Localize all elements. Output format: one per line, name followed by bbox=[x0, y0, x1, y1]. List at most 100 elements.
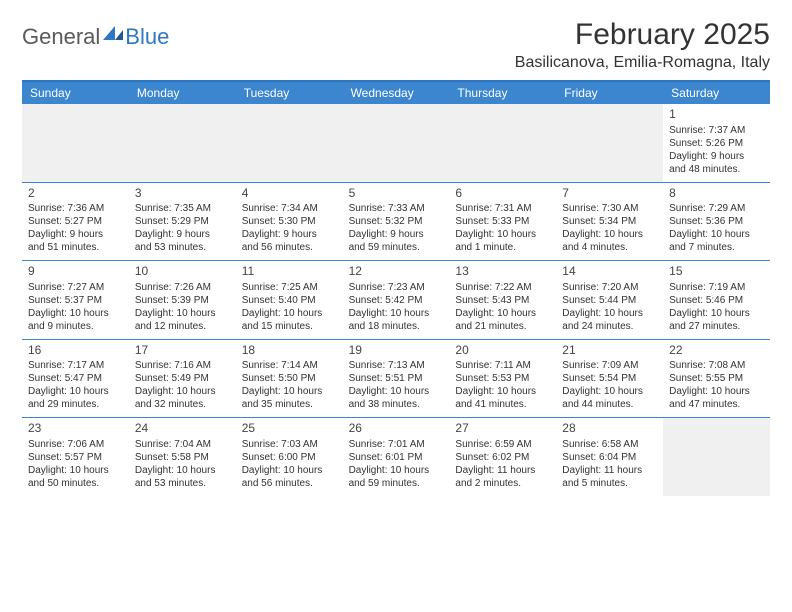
daylight-line: and 53 minutes. bbox=[135, 477, 230, 490]
day-header: Sunday bbox=[22, 82, 129, 104]
sunrise-line: Sunrise: 7:09 AM bbox=[562, 359, 657, 372]
sunrise-line: Sunrise: 7:17 AM bbox=[28, 359, 123, 372]
day-number: 6 bbox=[455, 186, 550, 202]
sunset-line: Sunset: 5:26 PM bbox=[669, 137, 764, 150]
calendar-cell: 22Sunrise: 7:08 AMSunset: 5:55 PMDayligh… bbox=[663, 340, 770, 418]
week-row: 2Sunrise: 7:36 AMSunset: 5:27 PMDaylight… bbox=[22, 183, 770, 262]
logo-text-general: General bbox=[22, 24, 100, 50]
daylight-line: Daylight: 11 hours bbox=[455, 464, 550, 477]
location: Basilicanova, Emilia-Romagna, Italy bbox=[515, 54, 770, 72]
day-number: 17 bbox=[135, 343, 230, 359]
daylight-line: and 35 minutes. bbox=[242, 398, 337, 411]
daylight-line: and 2 minutes. bbox=[455, 477, 550, 490]
day-number: 28 bbox=[562, 421, 657, 437]
sunset-line: Sunset: 6:01 PM bbox=[349, 451, 444, 464]
calendar: Sunday Monday Tuesday Wednesday Thursday… bbox=[22, 80, 770, 496]
daylight-line: Daylight: 10 hours bbox=[562, 385, 657, 398]
daylight-line: Daylight: 9 hours bbox=[242, 228, 337, 241]
sunrise-line: Sunrise: 7:14 AM bbox=[242, 359, 337, 372]
sunrise-line: Sunrise: 7:27 AM bbox=[28, 281, 123, 294]
day-number: 11 bbox=[242, 264, 337, 280]
sunrise-line: Sunrise: 6:59 AM bbox=[455, 438, 550, 451]
daylight-line: and 53 minutes. bbox=[135, 241, 230, 254]
sunset-line: Sunset: 5:34 PM bbox=[562, 215, 657, 228]
sunrise-line: Sunrise: 7:16 AM bbox=[135, 359, 230, 372]
daylight-line: and 21 minutes. bbox=[455, 320, 550, 333]
day-number: 2 bbox=[28, 186, 123, 202]
daylight-line: Daylight: 10 hours bbox=[242, 464, 337, 477]
day-header: Wednesday bbox=[343, 82, 450, 104]
daylight-line: Daylight: 10 hours bbox=[455, 385, 550, 398]
day-number: 7 bbox=[562, 186, 657, 202]
day-header: Tuesday bbox=[236, 82, 343, 104]
daylight-line: and 44 minutes. bbox=[562, 398, 657, 411]
sunrise-line: Sunrise: 7:29 AM bbox=[669, 202, 764, 215]
sunset-line: Sunset: 5:43 PM bbox=[455, 294, 550, 307]
daylight-line: and 5 minutes. bbox=[562, 477, 657, 490]
sunset-line: Sunset: 5:39 PM bbox=[135, 294, 230, 307]
week-row: 9Sunrise: 7:27 AMSunset: 5:37 PMDaylight… bbox=[22, 261, 770, 340]
daylight-line: and 38 minutes. bbox=[349, 398, 444, 411]
sunrise-line: Sunrise: 7:35 AM bbox=[135, 202, 230, 215]
calendar-cell: 28Sunrise: 6:58 AMSunset: 6:04 PMDayligh… bbox=[556, 418, 663, 496]
daylight-line: and 4 minutes. bbox=[562, 241, 657, 254]
sunset-line: Sunset: 5:27 PM bbox=[28, 215, 123, 228]
sunrise-line: Sunrise: 7:31 AM bbox=[455, 202, 550, 215]
sunrise-line: Sunrise: 7:23 AM bbox=[349, 281, 444, 294]
daylight-line: and 41 minutes. bbox=[455, 398, 550, 411]
week-row: 23Sunrise: 7:06 AMSunset: 5:57 PMDayligh… bbox=[22, 418, 770, 496]
daylight-line: and 1 minute. bbox=[455, 241, 550, 254]
calendar-cell: 8Sunrise: 7:29 AMSunset: 5:36 PMDaylight… bbox=[663, 183, 770, 261]
daylight-line: Daylight: 10 hours bbox=[242, 307, 337, 320]
calendar-cell-blank bbox=[556, 104, 663, 182]
daylight-line: and 27 minutes. bbox=[669, 320, 764, 333]
day-number: 14 bbox=[562, 264, 657, 280]
sunrise-line: Sunrise: 7:04 AM bbox=[135, 438, 230, 451]
sunrise-line: Sunrise: 7:01 AM bbox=[349, 438, 444, 451]
day-number: 23 bbox=[28, 421, 123, 437]
calendar-cell-blank bbox=[236, 104, 343, 182]
day-number: 3 bbox=[135, 186, 230, 202]
daylight-line: Daylight: 10 hours bbox=[669, 228, 764, 241]
day-number: 12 bbox=[349, 264, 444, 280]
sunset-line: Sunset: 5:46 PM bbox=[669, 294, 764, 307]
day-number: 20 bbox=[455, 343, 550, 359]
daylight-line: and 56 minutes. bbox=[242, 477, 337, 490]
daylight-line: Daylight: 10 hours bbox=[562, 228, 657, 241]
sunset-line: Sunset: 5:54 PM bbox=[562, 372, 657, 385]
calendar-cell: 12Sunrise: 7:23 AMSunset: 5:42 PMDayligh… bbox=[343, 261, 450, 339]
daylight-line: and 15 minutes. bbox=[242, 320, 337, 333]
sunrise-line: Sunrise: 7:20 AM bbox=[562, 281, 657, 294]
daylight-line: Daylight: 10 hours bbox=[562, 307, 657, 320]
daylight-line: and 24 minutes. bbox=[562, 320, 657, 333]
calendar-cell: 16Sunrise: 7:17 AMSunset: 5:47 PMDayligh… bbox=[22, 340, 129, 418]
day-header: Thursday bbox=[449, 82, 556, 104]
daylight-line: and 18 minutes. bbox=[349, 320, 444, 333]
day-header: Friday bbox=[556, 82, 663, 104]
calendar-cell: 5Sunrise: 7:33 AMSunset: 5:32 PMDaylight… bbox=[343, 183, 450, 261]
daylight-line: Daylight: 10 hours bbox=[669, 385, 764, 398]
calendar-cell: 19Sunrise: 7:13 AMSunset: 5:51 PMDayligh… bbox=[343, 340, 450, 418]
sunset-line: Sunset: 5:33 PM bbox=[455, 215, 550, 228]
day-number: 10 bbox=[135, 264, 230, 280]
calendar-cell: 26Sunrise: 7:01 AMSunset: 6:01 PMDayligh… bbox=[343, 418, 450, 496]
sunset-line: Sunset: 5:36 PM bbox=[669, 215, 764, 228]
sunset-line: Sunset: 5:44 PM bbox=[562, 294, 657, 307]
daylight-line: Daylight: 10 hours bbox=[135, 385, 230, 398]
sunrise-line: Sunrise: 7:37 AM bbox=[669, 124, 764, 137]
calendar-cell: 15Sunrise: 7:19 AMSunset: 5:46 PMDayligh… bbox=[663, 261, 770, 339]
sunset-line: Sunset: 6:02 PM bbox=[455, 451, 550, 464]
day-number: 9 bbox=[28, 264, 123, 280]
sunrise-line: Sunrise: 7:08 AM bbox=[669, 359, 764, 372]
day-number: 13 bbox=[455, 264, 550, 280]
sunset-line: Sunset: 5:32 PM bbox=[349, 215, 444, 228]
daylight-line: Daylight: 10 hours bbox=[242, 385, 337, 398]
sunset-line: Sunset: 6:00 PM bbox=[242, 451, 337, 464]
sunrise-line: Sunrise: 7:34 AM bbox=[242, 202, 337, 215]
daylight-line: and 59 minutes. bbox=[349, 241, 444, 254]
logo-triangle-icon bbox=[103, 26, 123, 40]
calendar-cell: 23Sunrise: 7:06 AMSunset: 5:57 PMDayligh… bbox=[22, 418, 129, 496]
sunset-line: Sunset: 5:58 PM bbox=[135, 451, 230, 464]
calendar-cell: 25Sunrise: 7:03 AMSunset: 6:00 PMDayligh… bbox=[236, 418, 343, 496]
sunrise-line: Sunrise: 7:30 AM bbox=[562, 202, 657, 215]
